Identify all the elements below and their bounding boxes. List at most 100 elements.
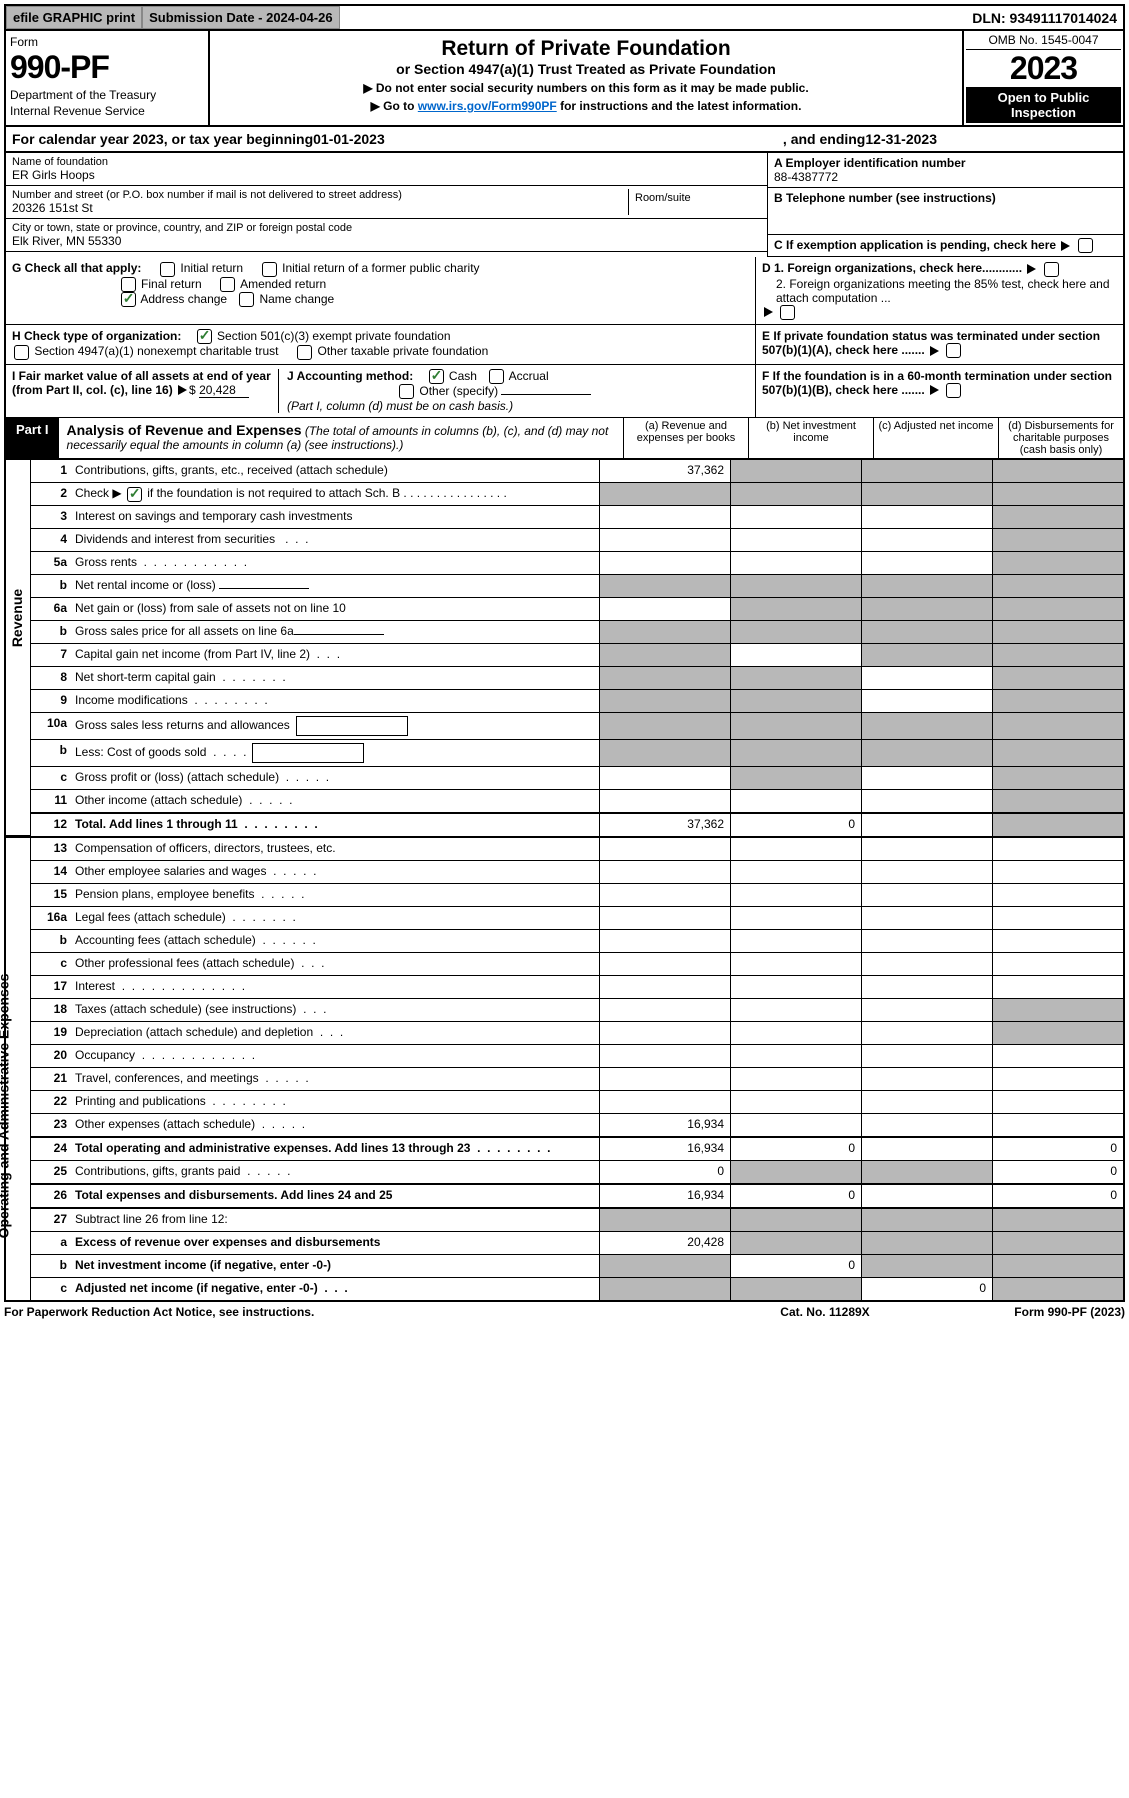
f-section: F If the foundation is in a 60-month ter…	[755, 365, 1123, 418]
s4947-checkbox[interactable]	[14, 345, 29, 360]
col-b-header: (b) Net investment income	[748, 418, 873, 458]
cell-c	[861, 1209, 992, 1231]
name-change-checkbox[interactable]	[239, 292, 254, 307]
cell-c	[861, 1232, 992, 1254]
cell-b	[730, 621, 861, 643]
cell-d	[992, 1232, 1123, 1254]
cell-d	[992, 552, 1123, 574]
cell-d	[992, 713, 1123, 739]
cell-b	[730, 838, 861, 860]
cell-c	[861, 814, 992, 836]
i-section: I Fair market value of all assets at end…	[12, 369, 279, 414]
cell-b	[730, 506, 861, 528]
cell-d	[992, 483, 1123, 505]
other-taxable-checkbox[interactable]	[297, 345, 312, 360]
footer-left: For Paperwork Reduction Act Notice, see …	[4, 1305, 725, 1319]
line-desc: Total. Add lines 1 through 11 . . . . . …	[71, 814, 599, 836]
expense-rows: 13Compensation of officers, directors, t…	[31, 838, 1123, 1300]
h-e-row: H Check type of organization: Section 50…	[4, 325, 1125, 365]
line-desc: Travel, conferences, and meetings . . . …	[71, 1068, 599, 1090]
cell-c	[861, 1114, 992, 1136]
cell-b: 0	[730, 1185, 861, 1207]
cell-a: 20,428	[599, 1232, 730, 1254]
expense-table: Operating and Administrative Expenses 13…	[4, 838, 1125, 1302]
cell-b	[730, 460, 861, 482]
other-method-checkbox[interactable]	[399, 384, 414, 399]
h-label: H Check type of organization:	[12, 329, 181, 343]
other-specify-line[interactable]	[501, 394, 591, 395]
line-no: 14	[31, 861, 71, 883]
amended-return-checkbox[interactable]	[220, 277, 235, 292]
h-section: H Check type of organization: Section 50…	[6, 325, 755, 364]
cell-d	[992, 953, 1123, 975]
address-change-checkbox[interactable]	[121, 292, 136, 307]
cell-b	[730, 1091, 861, 1113]
cell-a	[599, 690, 730, 712]
input-box[interactable]	[296, 716, 408, 736]
cell-b	[730, 1278, 861, 1300]
s501-checkbox[interactable]	[197, 329, 212, 344]
exemption-checkbox[interactable]	[1078, 238, 1093, 253]
cell-a	[599, 740, 730, 766]
cell-b: 0	[730, 1255, 861, 1277]
part1-title: Analysis of Revenue and Expenses	[67, 422, 302, 438]
line-desc: Compensation of officers, directors, tru…	[71, 838, 599, 860]
g-d-row: G Check all that apply: Initial return I…	[4, 257, 1125, 325]
irs-link[interactable]: www.irs.gov/Form990PF	[418, 99, 557, 113]
cell-c	[861, 740, 992, 766]
cell-b: 0	[730, 1138, 861, 1160]
part1-desc: Analysis of Revenue and Expenses (The to…	[59, 418, 623, 458]
cell-c	[861, 930, 992, 952]
accrual-checkbox[interactable]	[489, 369, 504, 384]
g-initial-former: Initial return of a former public charit…	[282, 261, 479, 275]
line-desc: Interest on savings and temporary cash i…	[71, 506, 599, 528]
line-no: 25	[31, 1161, 71, 1183]
f-checkbox[interactable]	[946, 383, 961, 398]
line-desc: Printing and publications . . . . . . . …	[71, 1091, 599, 1113]
cell-b	[730, 999, 861, 1021]
initial-return-checkbox[interactable]	[160, 262, 175, 277]
h-s501: Section 501(c)(3) exempt private foundat…	[217, 329, 450, 343]
dept-treasury: Department of the Treasury	[10, 88, 200, 102]
line-desc: Total expenses and disbursements. Add li…	[71, 1185, 599, 1207]
table-row: 15Pension plans, employee benefits . . .…	[31, 884, 1123, 907]
line-no: 5a	[31, 552, 71, 574]
j-section: J Accounting method: Cash Accrual Other …	[279, 369, 749, 414]
cell-d	[992, 1114, 1123, 1136]
cell-c	[861, 644, 992, 666]
arrow-icon	[1061, 241, 1070, 251]
table-row: 25Contributions, gifts, grants paid . . …	[31, 1161, 1123, 1184]
cell-c	[861, 1255, 992, 1277]
d2-checkbox[interactable]	[780, 305, 795, 320]
cell-c	[861, 1045, 992, 1067]
input-box[interactable]	[252, 743, 364, 763]
line-no: b	[31, 575, 71, 597]
table-row: bNet investment income (if negative, ent…	[31, 1255, 1123, 1278]
line-no: 11	[31, 790, 71, 812]
line-no: 12	[31, 814, 71, 836]
e-checkbox[interactable]	[946, 343, 961, 358]
cell-c	[861, 713, 992, 739]
cell-a	[599, 767, 730, 789]
cell-b: 0	[730, 814, 861, 836]
initial-former-checkbox[interactable]	[262, 262, 277, 277]
line-no: b	[31, 740, 71, 766]
col-d-header: (d) Disbursements for charitable purpose…	[998, 418, 1123, 458]
line-desc: Less: Cost of goods sold . . . .	[71, 740, 599, 766]
efile-print-button[interactable]: efile GRAPHIC print	[6, 6, 142, 29]
cash-checkbox[interactable]	[429, 369, 444, 384]
input-line[interactable]	[219, 588, 309, 589]
cell-a	[599, 790, 730, 812]
revenue-side-label: Revenue	[6, 460, 31, 836]
cell-b	[730, 907, 861, 929]
line-no: 26	[31, 1185, 71, 1207]
cell-b	[730, 1209, 861, 1231]
cell-c	[861, 529, 992, 551]
d1-checkbox[interactable]	[1044, 262, 1059, 277]
cell-c	[861, 506, 992, 528]
input-line[interactable]	[294, 634, 384, 635]
i-j-section: I Fair market value of all assets at end…	[6, 365, 755, 418]
cell-c	[861, 907, 992, 929]
cell-a	[599, 1091, 730, 1113]
schb-checkbox[interactable]	[127, 487, 142, 502]
